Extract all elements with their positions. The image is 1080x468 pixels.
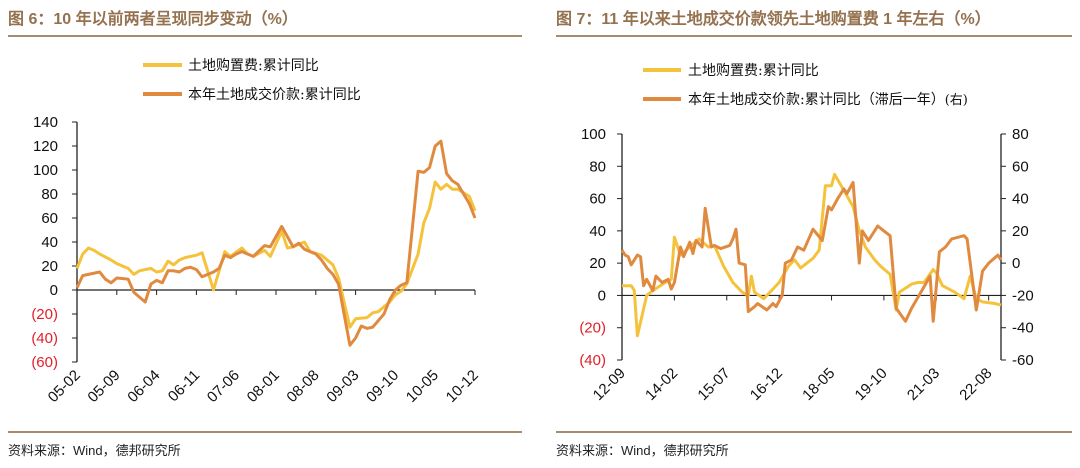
x-tick-label: 09-10 [363, 367, 402, 406]
legend-axis-note: (右) [945, 93, 968, 108]
y-tick-label: 40 [41, 234, 58, 251]
y-tick-label: (20) [31, 306, 58, 323]
y-tick-label: 40 [589, 223, 606, 240]
y-tick-label: 60 [41, 210, 58, 227]
legend-label-land-purchase: 土地购置费:累计同比 [688, 63, 819, 79]
y2-tick-label: 80 [1012, 126, 1029, 143]
x-tick-label: 05-02 [45, 367, 84, 406]
x-tick-label: 09-03 [323, 367, 362, 406]
chart-6-plot: 140 120 100 80 60 40 20 0 (20) (40) (60)05-02 05-09… [31, 114, 482, 406]
x-tick-label: 22-08 [956, 365, 995, 404]
x-tick-label: 08-01 [244, 367, 283, 406]
legend-label-land-purchase: 土地购置费:累计同比 [188, 58, 319, 74]
x-tick-label: 21-03 [904, 365, 943, 404]
x-tick-label: 19-10 [852, 365, 891, 404]
y-tick-label: 140 [33, 114, 58, 131]
y2-tick-label: -60 [1012, 352, 1034, 369]
legend-series-name: 本年土地成交价款:累计同比（滞后一年） [688, 91, 945, 108]
series-line-yellow [75, 180, 477, 329]
y2-tick-label: 0 [1012, 255, 1020, 272]
chart-7-title: 图 7：11 年以来土地成交价款领先土地购置费 1 年左右（%） [556, 9, 991, 28]
y-tick-label: 60 [589, 191, 606, 208]
y2-tick-label: 20 [1012, 223, 1029, 240]
legend-label-land-transaction-lagged: 本年土地成交价款:累计同比（滞后一年）(右) [688, 91, 968, 108]
y-tick-label: 0 [598, 287, 606, 304]
chart-7: 图 7：11 年以来土地成交价款领先土地购置费 1 年左右（%） 土地购置费:累… [556, 9, 1072, 458]
y2-tick-label: 40 [1012, 191, 1029, 208]
y-tick-label: (40) [31, 330, 58, 347]
series-line-orange [620, 180, 1003, 323]
x-tick-label: 07-06 [204, 367, 243, 406]
chart-7-source: 资料来源：Wind，德邦研究所 [556, 443, 729, 458]
y-tick-label: 20 [589, 255, 606, 272]
x-tick-label: 06-04 [124, 367, 163, 406]
chart-6-title: 图 6：10 年以前两者呈现同步变动（%） [8, 9, 298, 28]
x-tick-label: 06-11 [165, 367, 203, 405]
y-tick-label: 0 [50, 282, 58, 299]
y-tick-label: 120 [33, 138, 58, 155]
y2-tick-label: -40 [1012, 320, 1034, 337]
chart-7-plot: 100 80 60 40 20 0 (20) (40)12-09 14-02 15-07 16-12… [579, 126, 1033, 404]
x-tick-label: 18-05 [799, 365, 838, 404]
x-tick-label: 08-08 [283, 367, 322, 406]
y-tick-label: (60) [31, 354, 58, 371]
chart-6-source: 资料来源：Wind，德邦研究所 [8, 443, 181, 458]
x-tick-label: 10-12 [443, 367, 482, 406]
legend-label-land-transaction: 本年土地成交价款:累计同比 [188, 86, 361, 103]
x-tick-label: 14-02 [642, 365, 681, 404]
y-tick-label: 80 [41, 186, 58, 203]
y-tick-label: (40) [579, 352, 606, 369]
y-tick-label: 20 [41, 258, 58, 275]
y-tick-label: 100 [581, 126, 606, 143]
chart-6: 图 6：10 年以前两者呈现同步变动（%） 土地购置费:累计同比 本年土地成交价… [8, 9, 522, 458]
x-tick-label: 10-05 [403, 367, 442, 406]
y2-tick-label: -20 [1012, 287, 1034, 304]
x-tick-label: 16-12 [747, 365, 786, 404]
x-tick-label: 05-09 [84, 367, 123, 406]
y-tick-label: 100 [33, 162, 58, 179]
y-tick-label: (20) [579, 320, 606, 337]
x-tick-label: 12-09 [590, 365, 629, 404]
series-line-orange [75, 139, 477, 347]
x-tick-label: 15-07 [694, 365, 733, 404]
y2-tick-label: 60 [1012, 158, 1029, 175]
y-tick-label: 80 [589, 158, 606, 175]
